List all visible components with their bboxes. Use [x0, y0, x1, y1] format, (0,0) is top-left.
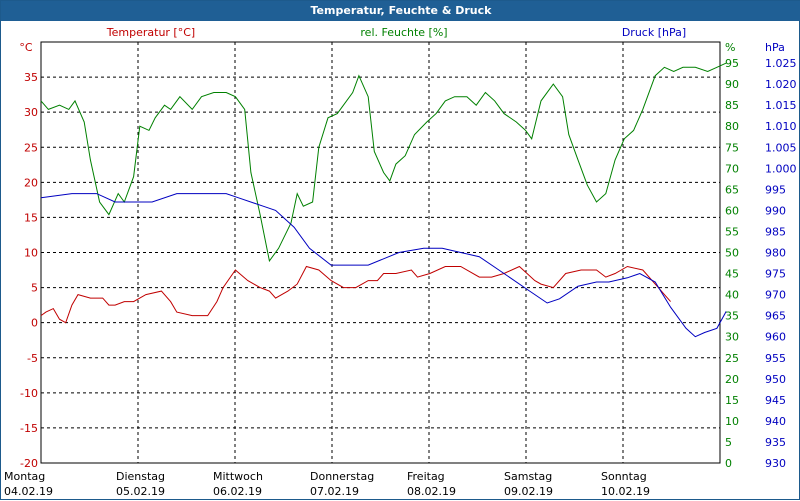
pressure-tick-label: 955	[765, 352, 786, 365]
chart-title: Temperatur, Feuchte & Druck	[1, 1, 800, 21]
pressure-tick-label: 1.020	[765, 78, 797, 91]
temperature-tick-label: 20	[24, 176, 38, 189]
pressure-tick-label: 1.015	[765, 99, 797, 112]
temperature-tick-label: 10	[24, 247, 38, 260]
temperature-tick-label: 0	[31, 317, 38, 330]
x-tick-day: Montag	[4, 470, 45, 483]
temperature-tick-label: 5	[31, 282, 38, 295]
pressure-tick-label: 965	[765, 310, 786, 323]
plot-area	[40, 41, 721, 464]
pressure-unit-label: hPa	[765, 41, 785, 54]
series-line-humidity	[40, 62, 727, 263]
x-tick-date: 10.02.19	[601, 485, 650, 498]
series-line-pressure	[40, 193, 727, 338]
humidity-tick-label: 35	[725, 310, 739, 323]
pressure-tick-label: 990	[765, 204, 786, 217]
x-tick-date: 08.02.19	[407, 485, 456, 498]
temperature-unit-label: °C	[19, 41, 33, 54]
x-tick-date: 04.02.19	[4, 485, 53, 498]
humidity-tick-label: 30	[725, 331, 739, 344]
x-tick-day: Donnerstag	[310, 470, 374, 483]
temperature-tick-label: -20	[20, 457, 38, 470]
pressure-tick-label: 1.000	[765, 162, 797, 175]
humidity-tick-label: 5	[725, 436, 732, 449]
legend-label-pressure: Druck [hPa]	[622, 26, 686, 39]
pressure-tick-label: 1.005	[765, 141, 797, 154]
humidity-tick-label: 40	[725, 289, 739, 302]
pressure-tick-label: 975	[765, 268, 786, 281]
humidity-tick-label: 75	[725, 141, 739, 154]
humidity-tick-label: 65	[725, 183, 739, 196]
temperature-tick-label: -5	[27, 352, 38, 365]
legend-label-temperature: Temperatur [°C]	[106, 26, 195, 39]
humidity-tick-label: 80	[725, 120, 739, 133]
humidity-tick-label: 60	[725, 204, 739, 217]
temperature-tick-label: 35	[24, 71, 38, 84]
humidity-tick-label: 10	[725, 415, 739, 428]
humidity-tick-label: 25	[725, 352, 739, 365]
humidity-tick-label: 90	[725, 78, 739, 91]
x-tick-date: 09.02.19	[504, 485, 553, 498]
humidity-tick-label: 85	[725, 99, 739, 112]
pressure-tick-label: 985	[765, 225, 786, 238]
x-tick-day: Dienstag	[116, 470, 165, 483]
temperature-tick-label: -10	[20, 387, 38, 400]
x-tick-day: Mittwoch	[213, 470, 263, 483]
pressure-tick-label: 980	[765, 247, 786, 260]
humidity-tick-label: 45	[725, 268, 739, 281]
humidity-tick-label: 20	[725, 373, 739, 386]
temperature-tick-label: 15	[24, 211, 38, 224]
series-line-temperature	[40, 265, 671, 324]
humidity-tick-label: 95	[725, 57, 739, 70]
humidity-tick-label: 15	[725, 394, 739, 407]
x-tick-date: 06.02.19	[213, 485, 262, 498]
x-tick-day: Sonntag	[601, 470, 647, 483]
x-tick-day: Freitag	[407, 470, 445, 483]
x-tick-date: 05.02.19	[116, 485, 165, 498]
temperature-tick-label: 30	[24, 106, 38, 119]
pressure-tick-label: 995	[765, 183, 786, 196]
temperature-tick-label: -15	[20, 422, 38, 435]
legend-label-humidity: rel. Feuchte [%]	[360, 26, 447, 39]
pressure-tick-label: 935	[765, 436, 786, 449]
pressure-tick-label: 950	[765, 373, 786, 386]
pressure-tick-label: 1.010	[765, 120, 797, 133]
pressure-tick-label: 960	[765, 331, 786, 344]
humidity-tick-label: 0	[725, 457, 732, 470]
humidity-unit-label: %	[725, 41, 735, 54]
pressure-tick-label: 930	[765, 457, 786, 470]
pressure-tick-label: 1.025	[765, 57, 797, 70]
humidity-tick-label: 50	[725, 247, 739, 260]
x-tick-day: Samstag	[504, 470, 552, 483]
pressure-tick-label: 940	[765, 415, 786, 428]
humidity-tick-label: 55	[725, 225, 739, 238]
x-tick-date: 07.02.19	[310, 485, 359, 498]
temperature-tick-label: 25	[24, 141, 38, 154]
pressure-tick-label: 970	[765, 289, 786, 302]
pressure-tick-label: 945	[765, 394, 786, 407]
humidity-tick-label: 70	[725, 162, 739, 175]
